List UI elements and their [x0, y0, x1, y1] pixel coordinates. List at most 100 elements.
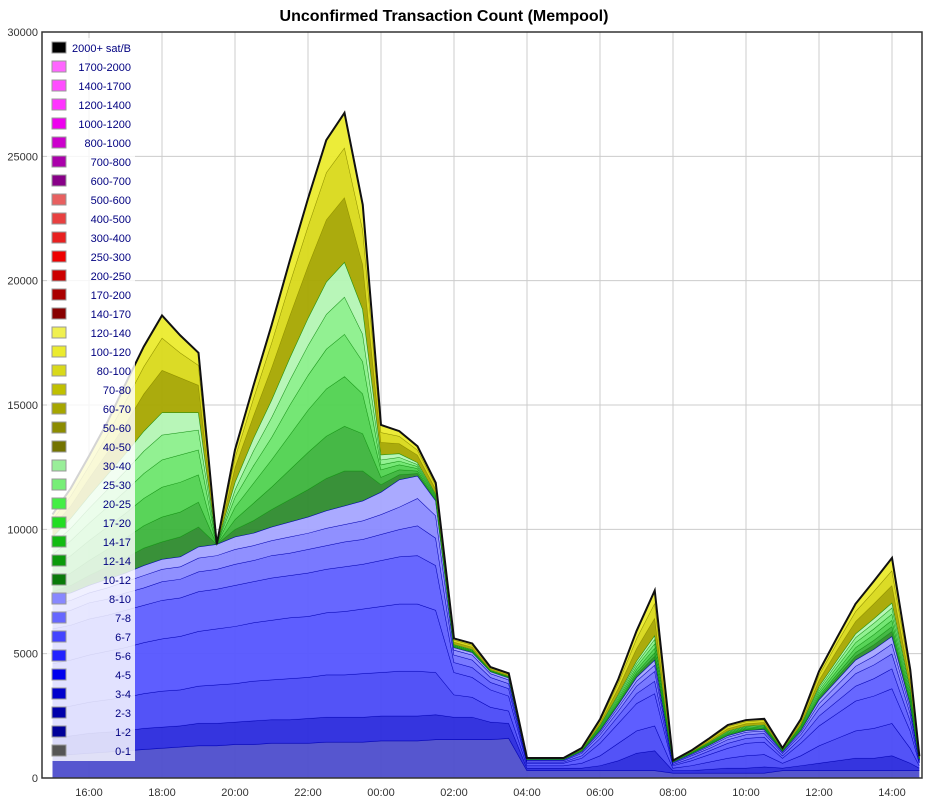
legend-label: 100-120	[91, 347, 131, 359]
area-4-5	[52, 555, 920, 766]
legend-swatch	[51, 649, 67, 662]
legend-label: 17-20	[103, 518, 131, 530]
x-tick-label: 14:00	[878, 787, 906, 799]
legend-label: 600-700	[91, 176, 131, 188]
legend-label: 170-200	[91, 290, 131, 302]
legend-swatch	[51, 288, 67, 301]
legend-swatch	[51, 98, 67, 111]
legend-label: 140-170	[91, 309, 131, 321]
legend-swatch	[51, 326, 67, 339]
legend-swatch	[51, 725, 67, 738]
legend-label: 50-60	[103, 423, 131, 435]
legend-label: 200-250	[91, 271, 131, 283]
y-tick-label: 10000	[7, 524, 38, 536]
legend-swatch	[51, 554, 67, 567]
legend-label: 800-1000	[85, 138, 132, 150]
legend-swatch	[51, 383, 67, 396]
legend-label: 1400-1700	[78, 81, 131, 93]
legend-swatch	[51, 706, 67, 719]
y-axis: 0 5000 10000 15000 20000 25000 30000	[7, 27, 38, 785]
legend-swatch	[51, 155, 67, 168]
y-tick-label: 30000	[7, 27, 38, 39]
legend-label: 1200-1400	[78, 100, 131, 112]
legend-swatch	[51, 174, 67, 187]
y-tick-label: 5000	[14, 649, 38, 661]
legend-swatch	[51, 193, 67, 206]
x-tick-label: 04:00	[513, 787, 541, 799]
legend-swatch	[51, 212, 67, 225]
stacked-areas	[51, 110, 921, 778]
legend-label: 250-300	[91, 252, 131, 264]
area-2-3	[52, 671, 920, 771]
x-tick-label: 06:00	[586, 787, 614, 799]
legend: 2000+ sat/B 1700-2000 1400-1700 1200-1400 10…	[47, 38, 135, 761]
y-tick-label: 15000	[7, 400, 38, 412]
legend-label: 6-7	[115, 632, 131, 644]
x-tick-label: 02:00	[440, 787, 468, 799]
legend-label: 40-50	[103, 442, 131, 454]
legend-label: 700-800	[91, 157, 131, 169]
legend-swatch	[51, 611, 67, 624]
legend-label: 30-40	[103, 461, 131, 473]
legend-swatch	[51, 478, 67, 491]
legend-swatch	[51, 668, 67, 681]
x-tick-label: 00:00	[367, 787, 395, 799]
legend-swatch	[51, 459, 67, 472]
legend-swatch	[51, 630, 67, 643]
x-tick-label: 16:00	[75, 787, 103, 799]
total-outline	[51, 110, 921, 763]
area-1-2	[52, 714, 920, 774]
legend-swatch	[51, 402, 67, 415]
y-tick-label: 25000	[7, 151, 38, 163]
legend-label: 3-4	[115, 689, 131, 701]
y-tick-label: 0	[32, 773, 38, 785]
legend-label: 1700-2000	[78, 62, 131, 74]
legend-swatch	[51, 250, 67, 263]
legend-swatch	[51, 60, 67, 73]
x-tick-label: 12:00	[805, 787, 833, 799]
legend-swatch	[51, 516, 67, 529]
legend-label: 2-3	[115, 708, 131, 720]
legend-swatch	[51, 41, 67, 54]
legend-label: 500-600	[91, 195, 131, 207]
legend-label: 400-500	[91, 214, 131, 226]
legend-label: 5-6	[115, 651, 131, 663]
legend-swatch	[51, 440, 67, 453]
legend-label: 8-10	[109, 594, 131, 606]
legend-swatch	[51, 345, 67, 358]
area-0-1	[52, 738, 920, 778]
legend-label: 25-30	[103, 480, 131, 492]
legend-swatch	[51, 136, 67, 149]
x-tick-label: 08:00	[659, 787, 687, 799]
area-12-14	[52, 426, 920, 762]
x-tick-label: 18:00	[148, 787, 176, 799]
legend-swatch	[51, 231, 67, 244]
legend-label: 300-400	[91, 233, 131, 245]
legend-swatch	[51, 421, 67, 434]
legend-label: 20-25	[103, 499, 131, 511]
legend-swatch	[51, 117, 67, 130]
legend-swatch	[51, 535, 67, 548]
x-tick-label: 10:00	[732, 787, 760, 799]
legend-swatch	[51, 364, 67, 377]
legend-swatch	[51, 269, 67, 282]
legend-label: 1000-1200	[78, 119, 131, 131]
legend-label: 60-70	[103, 404, 131, 416]
legend-swatch	[51, 687, 67, 700]
legend-label: 10-12	[103, 575, 131, 587]
legend-label: 70-80	[103, 385, 131, 397]
plot-frame	[41, 31, 923, 779]
x-tick-label: 20:00	[221, 787, 249, 799]
legend-swatch	[51, 79, 67, 92]
legend-swatch	[51, 307, 67, 320]
legend-label: 14-17	[103, 537, 131, 549]
legend-swatch	[51, 592, 67, 605]
legend-label: 80-100	[97, 366, 131, 378]
x-tick-label: 22:00	[294, 787, 322, 799]
x-axis: 16:00 18:00 20:00 22:00 00:00 02:00 04:00 06:00…	[75, 787, 906, 799]
legend-label: 4-5	[115, 670, 131, 682]
legend-label: 1-2	[115, 727, 131, 739]
y-tick-label: 20000	[7, 276, 38, 288]
legend-label: 7-8	[115, 613, 131, 625]
